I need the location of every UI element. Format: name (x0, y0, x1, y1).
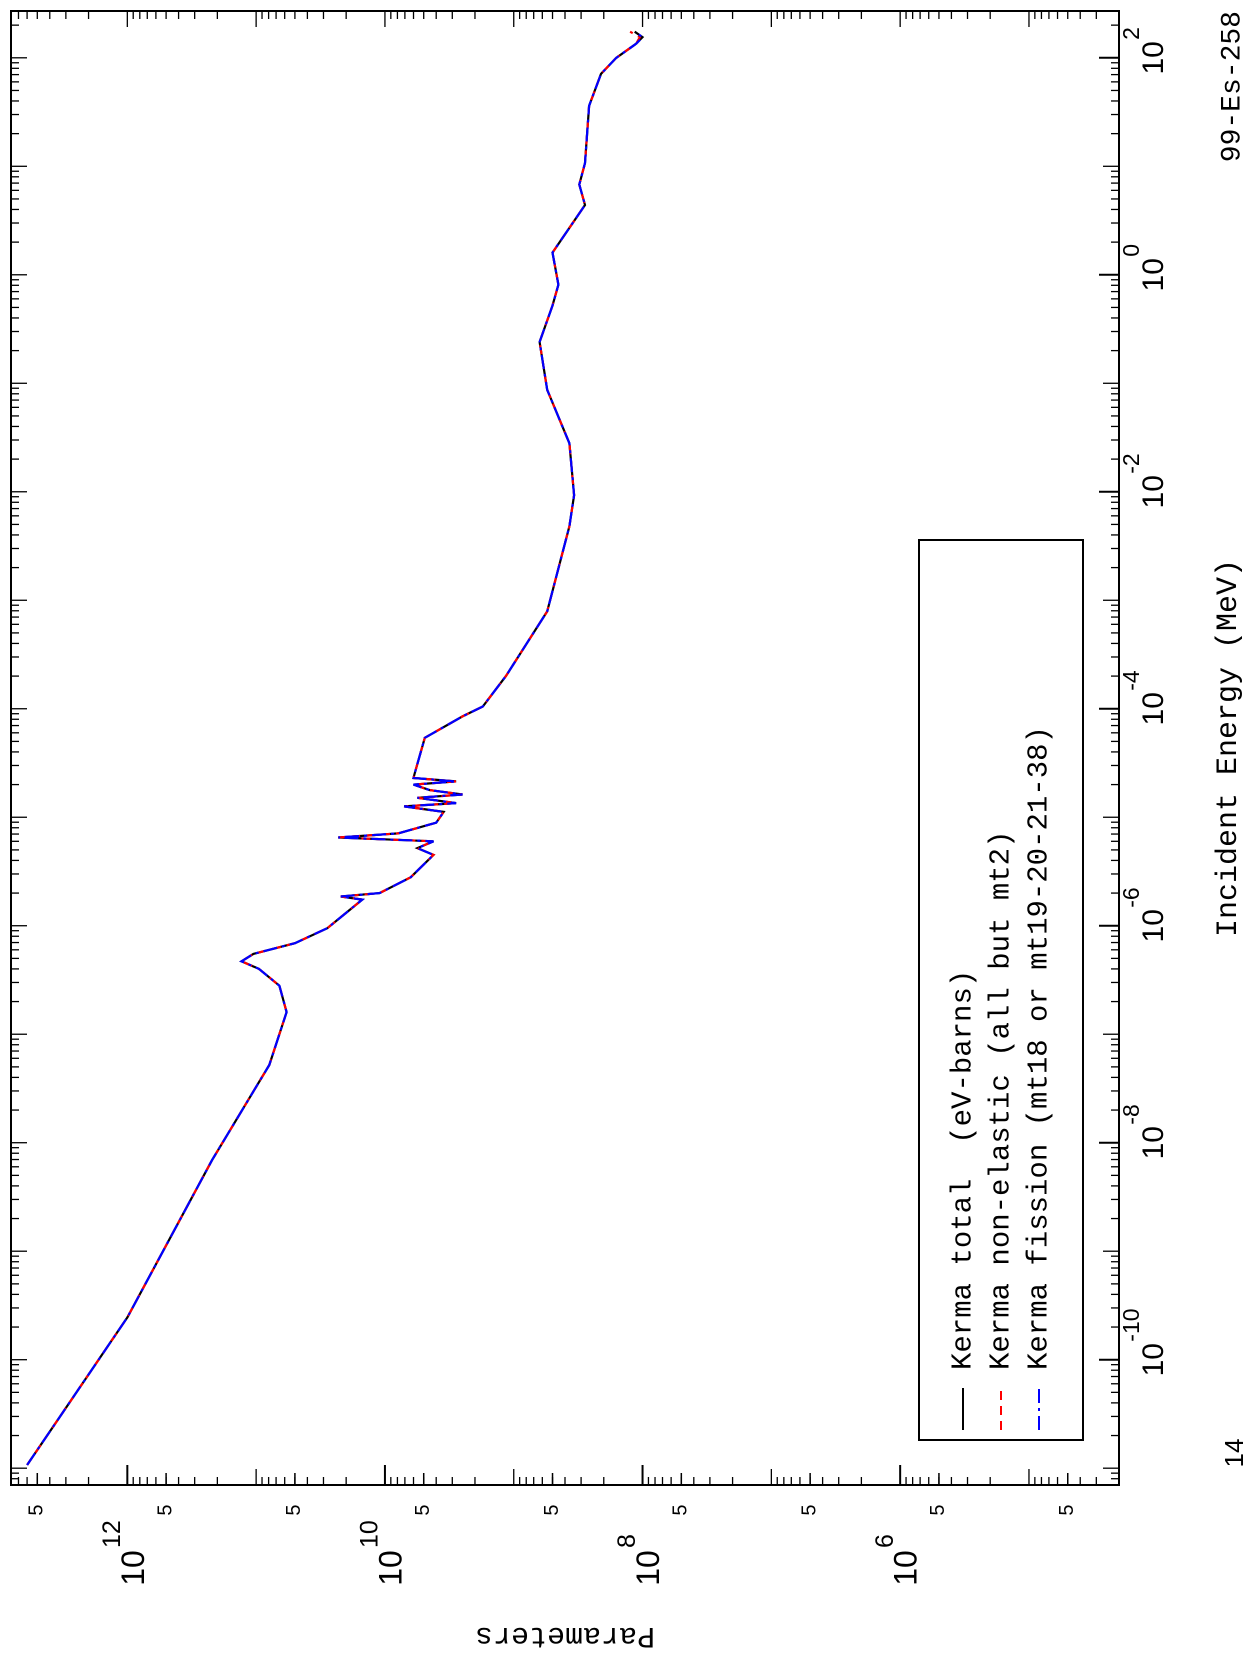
x-tick-exponent: -10 (1118, 1308, 1144, 1341)
y-tick-label: 10 (888, 1550, 924, 1586)
x-tick-exponent: -2 (1118, 453, 1144, 473)
y-tick-label: 5 (670, 1504, 692, 1515)
y-tick-label: 5 (154, 1504, 176, 1515)
x-tick-exponent: -6 (1118, 887, 1144, 907)
y-tick-label: 5 (927, 1504, 949, 1515)
x-tick-exponent: 0 (1118, 244, 1144, 257)
y-tick-label: 10 (115, 1550, 151, 1586)
y-tick-exponent: 6 (871, 1534, 899, 1548)
x-tick-label: 10 (1137, 1343, 1170, 1376)
annotation: 14 (1219, 1439, 1249, 1468)
x-tick-exponent: 2 (1118, 27, 1144, 40)
y-tick-label: 5 (412, 1504, 434, 1515)
x-tick-label: 10 (1137, 258, 1170, 291)
y-tick-exponent: 12 (98, 1520, 126, 1548)
y-axis-label: Parameters (475, 1618, 655, 1652)
x-axis-label: Incident Energy (MeV) (1212, 559, 1246, 937)
corner-label: 99-Es-258 (1217, 11, 1248, 162)
data-line (26, 30, 645, 1466)
y-tick-label: 10 (630, 1550, 666, 1586)
y-tick-label: 10 (372, 1550, 408, 1586)
x-tick-label: 10 (1137, 692, 1170, 725)
y-tick-label: 5 (798, 1504, 820, 1515)
legend-label: Kerma total (eV-barns) (947, 970, 980, 1370)
y-tick-exponent: 8 (613, 1534, 641, 1548)
x-tick-label: 10 (1137, 41, 1170, 74)
x-tick-exponent: -8 (1118, 1104, 1144, 1124)
y-tick-label: 5 (283, 1504, 305, 1515)
legend-label: Kerma non-elastic (all but mt2) (985, 831, 1018, 1371)
y-tick-label: 5 (1056, 1504, 1078, 1515)
x-tick-label: 10 (1137, 1126, 1170, 1159)
y-tick-label: 5 (26, 1504, 48, 1515)
x-tick-exponent: -4 (1118, 670, 1144, 691)
x-tick-label: 10 (1137, 909, 1170, 942)
y-tick-exponent: 10 (356, 1520, 384, 1548)
legend-box (918, 539, 1084, 1441)
x-tick-label: 10 (1137, 475, 1170, 508)
y-tick-label: 5 (541, 1504, 563, 1515)
legend-label: Kerma fission (mt18 or mt19-20-21-38) (1023, 726, 1056, 1370)
